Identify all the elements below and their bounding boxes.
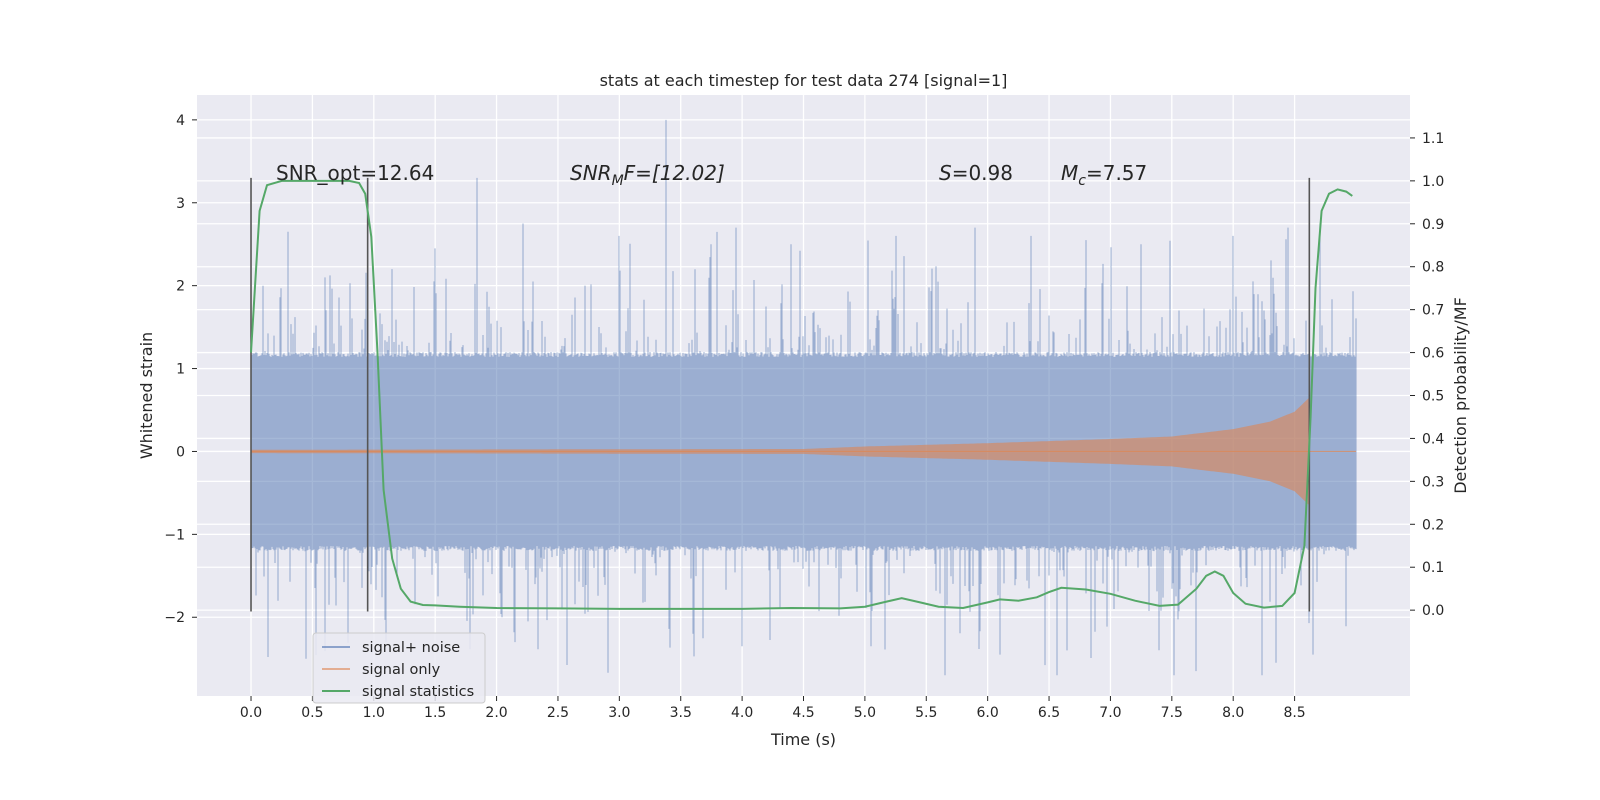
y-axis-label: Whitened strain bbox=[137, 332, 156, 459]
y-right-tick-label: 0.6 bbox=[1422, 346, 1444, 362]
legend-label-signal-only: signal only bbox=[362, 662, 441, 678]
annotation-snr-mf-main: SNR bbox=[570, 161, 612, 185]
y-tick-label: −2 bbox=[164, 610, 185, 626]
x-tick-label: 8.5 bbox=[1283, 705, 1305, 721]
series-signal-statistics bbox=[250, 179, 1353, 610]
series-signal-only bbox=[251, 397, 1356, 506]
x-tick-label: 0.0 bbox=[240, 705, 262, 721]
axes: 0.0 0.5 1.0 1.5 2.0 2.5 3.0 3.5 4.0 4.5 5.0 5.5 6.0 6… bbox=[164, 113, 1444, 721]
series-layer bbox=[250, 119, 1357, 676]
x-tick-label: 3.0 bbox=[608, 705, 630, 721]
y-right-tick-label: 0.7 bbox=[1422, 303, 1444, 319]
y-right-tick-label: 0.8 bbox=[1422, 260, 1444, 276]
y-right-tick-label: 1.1 bbox=[1422, 131, 1444, 147]
annotation-mc: Mc=7.57 bbox=[1061, 161, 1147, 189]
annotation-s-value: =0.98 bbox=[952, 161, 1013, 185]
y-right-tick-label: 0.3 bbox=[1422, 474, 1444, 490]
x-axis-label: Time (s) bbox=[770, 730, 836, 749]
x-tick-label: 2.5 bbox=[547, 705, 569, 721]
vertical-markers bbox=[250, 177, 1311, 612]
x-tick-label: 3.5 bbox=[670, 705, 692, 721]
annotation-snr-mf-value: F=[12.02] bbox=[624, 161, 725, 185]
y-tick-label: 0 bbox=[176, 444, 185, 460]
y-right-tick-label: 0.9 bbox=[1422, 217, 1444, 233]
x-tick-label: 0.5 bbox=[301, 705, 323, 721]
annotation-mc-subscript: c bbox=[1078, 173, 1086, 189]
x-tick-label: 5.0 bbox=[854, 705, 876, 721]
x-tick-label: 1.0 bbox=[363, 705, 385, 721]
annotation-s: S=0.98 bbox=[939, 161, 1013, 185]
x-tick-label: 4.0 bbox=[731, 705, 753, 721]
y-tick-label: 1 bbox=[176, 362, 185, 378]
y-right-tick-label: 1.0 bbox=[1422, 174, 1444, 190]
annotation-mc-value: =7.57 bbox=[1086, 161, 1147, 185]
x-tick-label: 5.5 bbox=[915, 705, 937, 721]
y-right-tick-label: 0.1 bbox=[1422, 560, 1444, 576]
legend-label-signal-noise: signal+ noise bbox=[362, 640, 460, 656]
x-tick-label: 7.0 bbox=[1099, 705, 1121, 721]
y-tick-label: −1 bbox=[164, 527, 185, 543]
annotation-snr-mf-subscript: M bbox=[612, 173, 624, 189]
annotations: SNR_opt=12.64 SNRMF=[12.02] S=0.98 Mc=7.… bbox=[276, 161, 1147, 189]
x-tick-label: 7.5 bbox=[1161, 705, 1183, 721]
x-tick-label: 2.0 bbox=[485, 705, 507, 721]
annotation-snr-opt: SNR_opt=12.64 bbox=[276, 161, 434, 185]
chart-title: stats at each timestep for test data 274… bbox=[600, 71, 1008, 90]
y-right-tick-label: 0.2 bbox=[1422, 517, 1444, 533]
y-right-tick-label: 0.5 bbox=[1422, 389, 1444, 405]
legend: signal+ noise signal only signal statist… bbox=[312, 632, 486, 704]
x-tick-label: 1.5 bbox=[424, 705, 446, 721]
legend-label-signal-statistics: signal statistics bbox=[362, 684, 474, 700]
legend-box bbox=[312, 632, 486, 704]
y-tick-label: 3 bbox=[176, 196, 185, 212]
y-right-tick-label: 0.4 bbox=[1422, 431, 1444, 447]
annotation-s-symbol: S bbox=[939, 161, 952, 185]
annotation-snr-mf: SNRMF=[12.02] bbox=[570, 161, 725, 189]
x-tick-label: 6.5 bbox=[1038, 705, 1060, 721]
y-right-tick-label: 0.0 bbox=[1422, 603, 1444, 619]
series-signal-statistics-line bbox=[250, 179, 1353, 610]
x-tick-label: 4.5 bbox=[792, 705, 814, 721]
x-tick-label: 6.0 bbox=[977, 705, 999, 721]
annotation-mc-symbol: M bbox=[1061, 161, 1078, 185]
y-tick-label: 4 bbox=[176, 113, 185, 129]
y-tick-label: 2 bbox=[176, 279, 185, 295]
x-tick-label: 8.0 bbox=[1222, 705, 1244, 721]
y-axis-right-label: Detection probability/MF bbox=[1451, 297, 1470, 494]
